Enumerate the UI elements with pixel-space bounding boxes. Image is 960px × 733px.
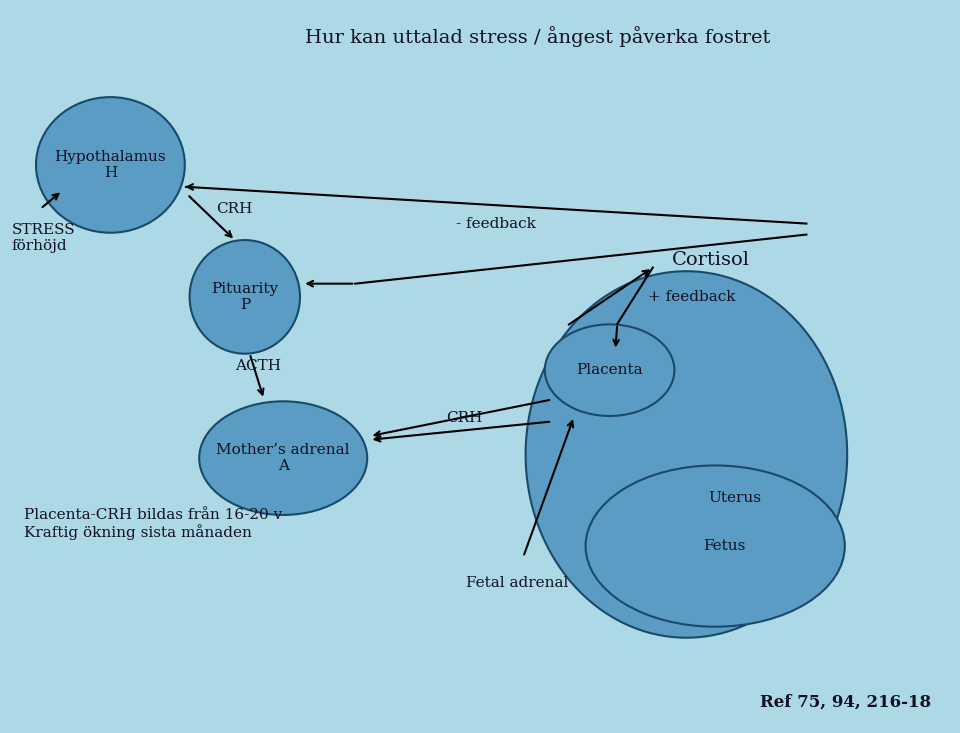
Ellipse shape xyxy=(544,324,675,416)
Ellipse shape xyxy=(190,240,300,354)
Text: Fetal adrenal: Fetal adrenal xyxy=(466,575,568,590)
Text: + feedback: + feedback xyxy=(648,290,735,304)
Text: Hypothalamus
H: Hypothalamus H xyxy=(55,150,166,180)
Ellipse shape xyxy=(200,402,367,515)
Text: Fetus: Fetus xyxy=(704,539,746,553)
Ellipse shape xyxy=(36,97,184,232)
Text: ACTH: ACTH xyxy=(235,359,281,374)
Ellipse shape xyxy=(525,271,848,638)
Text: - feedback: - feedback xyxy=(456,216,536,231)
Text: Placenta: Placenta xyxy=(576,363,643,377)
Text: Uterus: Uterus xyxy=(708,491,761,506)
Text: Cortisol: Cortisol xyxy=(672,251,750,269)
Text: Placenta-CRH bildas från 16-20 v
Kraftig ökning sista månaden: Placenta-CRH bildas från 16-20 v Kraftig… xyxy=(24,508,282,540)
Ellipse shape xyxy=(586,465,845,627)
Text: CRH: CRH xyxy=(446,410,483,425)
Text: STRESS
förhöjd: STRESS förhöjd xyxy=(12,223,75,254)
Text: Ref 75, 94, 216-18: Ref 75, 94, 216-18 xyxy=(760,694,931,711)
Text: CRH: CRH xyxy=(216,202,252,216)
Text: Hur kan uttalad stress / ångest påverka fostret: Hur kan uttalad stress / ångest påverka … xyxy=(305,26,770,47)
Text: Pituarity
P: Pituarity P xyxy=(211,281,278,312)
Text: Mother’s adrenal
A: Mother’s adrenal A xyxy=(216,443,350,474)
